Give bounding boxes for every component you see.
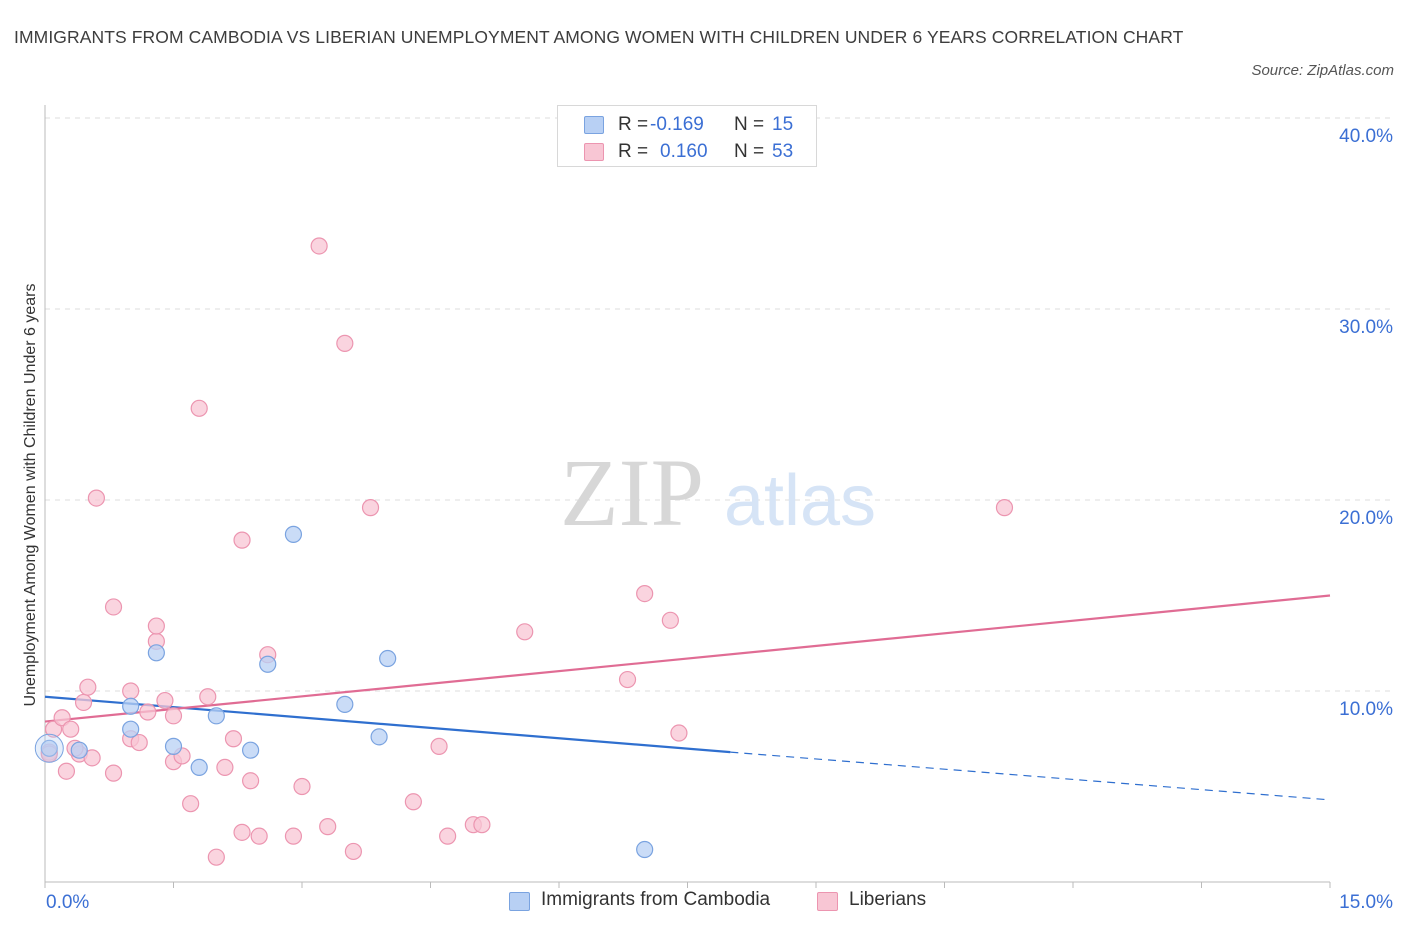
legend-label-liberian: Liberians [849, 889, 927, 910]
liberian-point [995, 499, 1014, 517]
x-tick-label: 15.0% [1339, 892, 1393, 913]
legend-n-label: N = [734, 114, 765, 135]
watermark-zip: ZIP [560, 439, 704, 546]
liberian-point [190, 399, 208, 417]
liberian-point [74, 693, 93, 712]
liberian-point [473, 816, 491, 834]
cambodia-point [242, 741, 260, 759]
liberian-point [104, 598, 123, 616]
liberian-point [147, 617, 165, 635]
liberian-point [156, 691, 174, 710]
liberian-point [233, 531, 251, 549]
y-axis-label: Unemployment Among Women with Children U… [22, 283, 39, 707]
liberian-point [79, 678, 97, 696]
cambodia-point [190, 758, 208, 777]
liberian-point [216, 758, 234, 777]
grid-lines [45, 117, 1390, 692]
legend-swatch-cambodia [509, 892, 530, 911]
y-tick-label: 30.0% [1339, 317, 1393, 338]
liberian-point [53, 709, 71, 727]
liberian-point [310, 237, 328, 255]
source-label: Source: ZipAtlas.com [1251, 62, 1394, 79]
liberian-point [336, 334, 354, 352]
cambodia-point [122, 697, 140, 715]
liberian-point [293, 777, 311, 796]
liberian-point [199, 688, 217, 706]
liberian-point [104, 764, 123, 782]
liberian-point [344, 842, 362, 861]
watermark-atlas: atlas [724, 461, 876, 541]
legend-r-value: -0.169 [650, 114, 704, 135]
liberian-point [207, 848, 225, 866]
liberian-point [361, 499, 380, 517]
y-tick-label: 10.0% [1339, 699, 1393, 720]
legend-n-value: 53 [772, 141, 794, 162]
legend-swatch-cambodia [584, 116, 604, 134]
cambodia-point [336, 695, 354, 713]
liberian-point [233, 823, 251, 841]
liberian-point [87, 489, 106, 507]
legend-n-value: 15 [772, 114, 794, 135]
cambodia-point [122, 720, 140, 738]
liberian-point [516, 623, 534, 641]
cambodia-point [40, 739, 58, 757]
cambodia-point [379, 649, 397, 668]
liberian-point [284, 827, 303, 845]
liberian-point [670, 724, 688, 742]
tick-labels: 10.0% 20.0% 30.0% 40.0% 0.0% 15.0% [46, 126, 1393, 913]
data-points [34, 237, 1014, 866]
stats-legend: R = -0.169 N = 15 R = 0.160 N = 53 [557, 105, 817, 167]
liberian-point [44, 720, 63, 738]
cambodia-point [259, 655, 277, 673]
legend-r-label: R = [618, 114, 649, 135]
liberian-point [439, 827, 457, 845]
liberian-trend-line [44, 594, 1331, 723]
liberian-point [62, 720, 80, 738]
liberian-point [618, 670, 637, 689]
x-tick-label: 0.0% [46, 892, 89, 913]
legend-label-cambodia: Immigrants from Cambodia [541, 889, 771, 910]
legend-r-label: R = [618, 141, 649, 162]
trend-lines [44, 594, 1331, 801]
liberian-point [130, 733, 148, 752]
legend-swatch-liberian [584, 143, 604, 161]
liberian-point [250, 827, 268, 845]
cambodia-point [207, 707, 225, 725]
liberian-point [57, 762, 76, 780]
cambodia-trend-extension [730, 751, 1331, 801]
cambodia-point [70, 741, 88, 759]
legend-r-value: 0.160 [660, 141, 708, 162]
liberian-point [139, 703, 157, 721]
liberian-point [404, 793, 422, 811]
cambodia-point [370, 728, 388, 746]
legend-n-label: N = [734, 141, 765, 162]
chart-title: IMMIGRANTS FROM CAMBODIA VS LIBERIAN UNE… [14, 27, 1184, 47]
y-tick-label: 40.0% [1339, 126, 1393, 147]
liberian-point [319, 818, 337, 836]
liberian-point [430, 737, 448, 755]
cambodia-point [284, 525, 303, 543]
liberian-point [661, 611, 679, 629]
liberian-point [164, 707, 183, 725]
liberian-point [224, 730, 243, 748]
liberian-point [182, 795, 200, 813]
cambodia-point [147, 644, 165, 662]
liberian-point [83, 749, 101, 767]
legend-swatch-liberian [817, 892, 838, 911]
cambodia-cluster-point [34, 733, 64, 763]
liberian-point [636, 584, 654, 603]
liberian-point [122, 682, 140, 700]
liberian-point [242, 772, 260, 790]
cambodia-point [636, 840, 654, 859]
cambodia-point [164, 737, 183, 755]
y-tick-label: 20.0% [1339, 508, 1393, 529]
